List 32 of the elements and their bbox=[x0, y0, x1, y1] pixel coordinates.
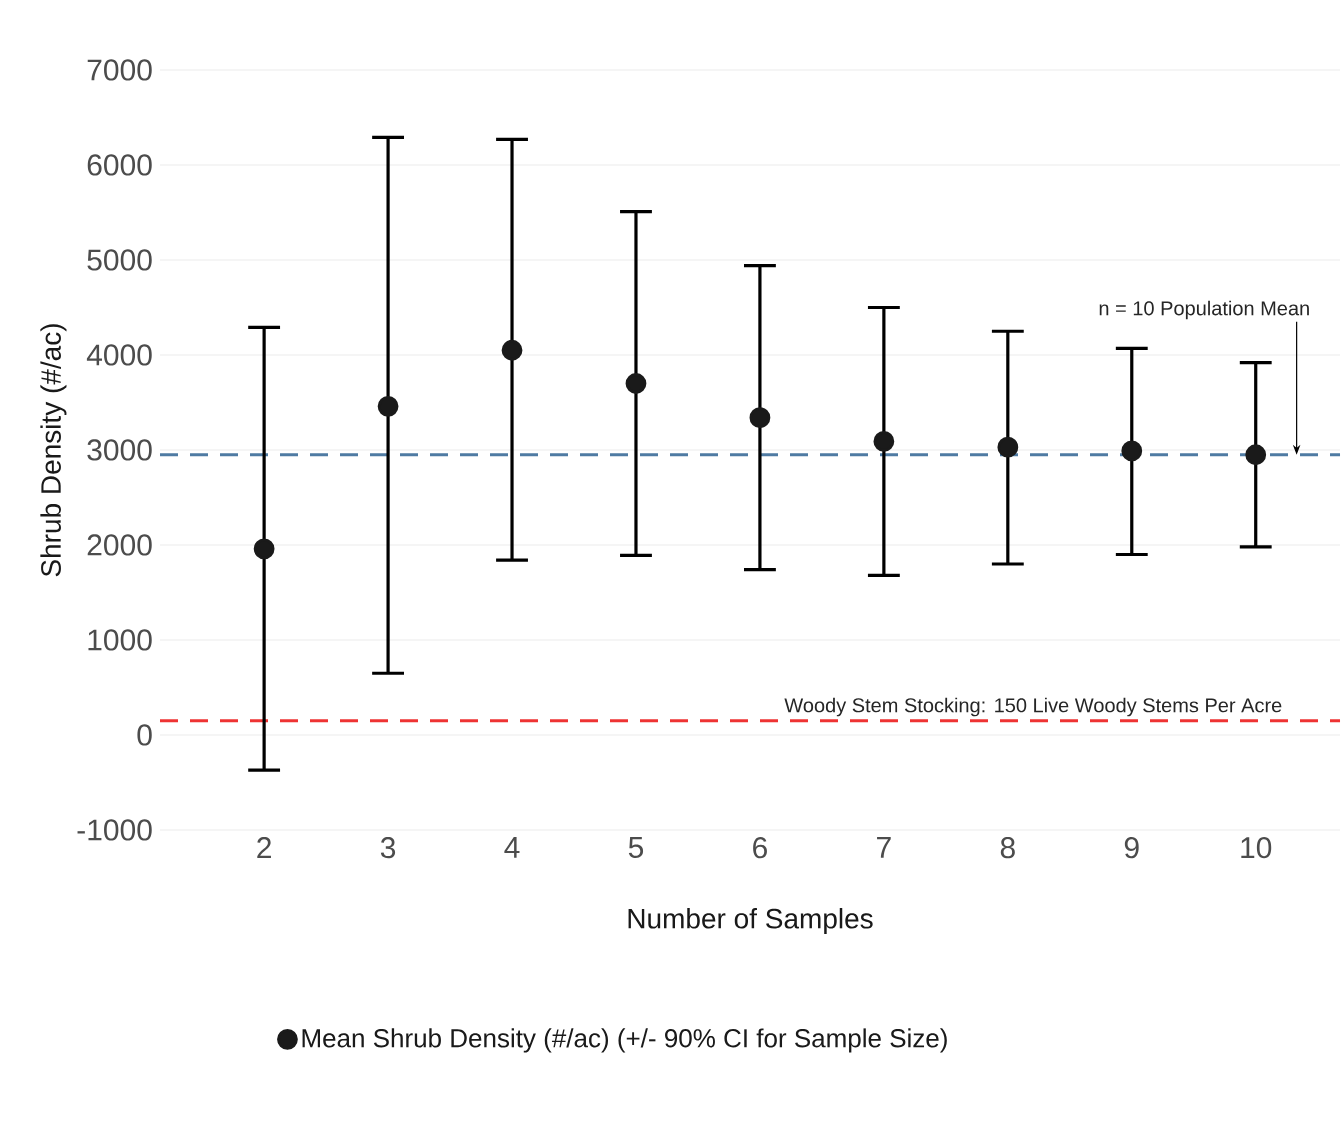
x-tick-label: 3 bbox=[380, 837, 396, 859]
point bbox=[997, 436, 1019, 458]
x-axis-title: Number of Samples bbox=[628, 908, 873, 935]
point bbox=[253, 538, 275, 560]
y-tick-label: 6000 bbox=[87, 154, 152, 176]
legend-label: Mean Shrub Density (#/ac) (+/- 90% CI for Sample Size) bbox=[302, 1028, 947, 1053]
y-tick-label: -1000 bbox=[77, 819, 152, 841]
y-tick-label: 2000 bbox=[87, 534, 152, 556]
x-tick-label: 6 bbox=[753, 837, 767, 859]
y-tick-label: 4000 bbox=[86, 344, 152, 366]
point bbox=[1121, 440, 1143, 462]
y-tick-label: 1000 bbox=[88, 629, 152, 651]
x-tick-label: 4 bbox=[504, 837, 520, 858]
x-tick-label: 8 bbox=[1000, 837, 1015, 859]
x-tick-label: 5 bbox=[628, 837, 644, 858]
y-tick-label: 0 bbox=[137, 724, 152, 746]
y-tick-label: 5000 bbox=[87, 249, 152, 271]
ref-line-label: Woody Stem Stocking: 150 Live Woody Stems Per Acre bbox=[784, 697, 1282, 717]
y-axis-title: Shrub Density (#/ac) bbox=[40, 324, 67, 577]
annotation: n = 10 Population Mean bbox=[1099, 300, 1309, 320]
point bbox=[749, 407, 771, 429]
x-tick-label: 7 bbox=[877, 837, 891, 858]
point bbox=[1245, 444, 1267, 466]
x-tick-label: 2 bbox=[257, 837, 271, 858]
point bbox=[377, 395, 399, 417]
point bbox=[873, 431, 895, 452]
point bbox=[625, 373, 647, 394]
x-tick-label: 9 bbox=[1124, 837, 1139, 859]
x-tick-label: 10 bbox=[1241, 837, 1272, 859]
y-tick-label: 7000 bbox=[87, 59, 152, 81]
point bbox=[501, 339, 523, 361]
y-tick-label: 3000 bbox=[87, 439, 152, 461]
